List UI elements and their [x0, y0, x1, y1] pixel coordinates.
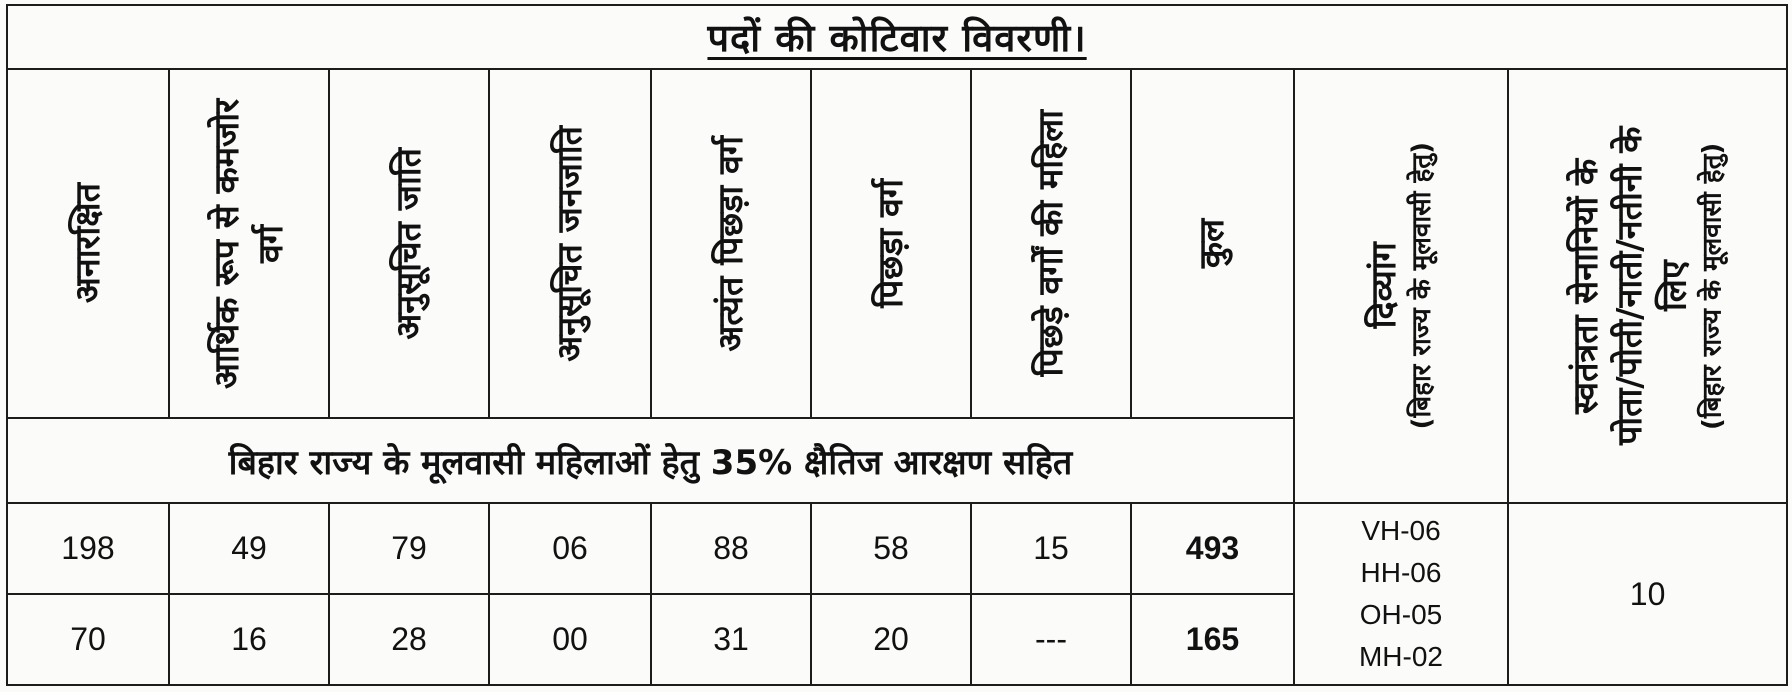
cell-bc: 20	[810, 593, 972, 686]
list-item: HH-06	[1360, 557, 1442, 588]
cell-freedom-fighter: 10	[1506, 502, 1789, 686]
cell-unreserved: 198	[6, 502, 170, 595]
header-label: दिव्यांग (बिहार राज्य के मूलवासी हेतु)	[1362, 142, 1440, 429]
header-label: पिछड़ा वर्ग	[870, 179, 911, 308]
horizontal-reservation-note-cell: बिहार राज्य के मूलवासी महिलाओं हेतु 35% …	[6, 417, 1295, 504]
table-title-cell: पदों की कोटिवार विवरणी।	[5, 4, 1789, 70]
cell-sc: 79	[328, 502, 490, 595]
table-row: 70 16 28 00 31 20 --- 165	[6, 593, 1787, 686]
header-divyang: दिव्यांग (बिहार राज्य के मूलवासी हेतु)	[1293, 68, 1509, 504]
divyang-list: VH-06 HH-06 OH-05 MH-02	[1296, 510, 1506, 678]
table-row: 198 49 79 06 88 58 15 493 VH-06 HH-06 OH…	[6, 502, 1789, 686]
header-bc: पिछड़ा वर्ग	[810, 68, 972, 419]
cell-bc: 58	[810, 502, 972, 595]
header-sc: अनुसूचित जाति	[328, 68, 490, 419]
cell-ews: 16	[168, 593, 330, 686]
header-label: कुल	[1192, 218, 1233, 269]
list-item: MH-02	[1358, 641, 1443, 672]
header-total: कुल	[1130, 68, 1295, 419]
header-ebc: अत्यंत पिछड़ा वर्ग	[650, 68, 812, 419]
header-st: अनुसूचित जनजाति	[488, 68, 652, 419]
header-label: स्वतंत्रता सेनानियों के पोता/पोती/नाती/न…	[1564, 121, 1730, 451]
header-unreserved: अनारक्षित	[6, 68, 170, 419]
cell-divyang: VH-06 HH-06 OH-05 MH-02	[1293, 502, 1509, 686]
cell-sc: 28	[328, 593, 490, 686]
cell-bc-women: 15	[970, 502, 1132, 595]
header-sub: (बिहार राज्य के मूलवासी हेतु)	[1697, 142, 1728, 430]
header-label: अत्यंत पिछड़ा वर्ग	[710, 135, 751, 352]
cell-st: 00	[488, 593, 652, 686]
header-label: अनारक्षित	[67, 183, 108, 304]
header-label: अनुसूचित जनजाति	[549, 125, 590, 362]
list-item: OH-05	[1359, 599, 1443, 630]
cell-ews: 49	[168, 502, 330, 595]
header-sub: (बिहार राज्य के मूलवासी हेतु)	[1407, 142, 1438, 430]
cell-total: 165	[1130, 593, 1295, 686]
header-main: स्वतंत्रता सेनानियों के पोता/पोती/नाती/न…	[1566, 126, 1695, 446]
header-bc-women: पिछड़े वर्गों की महिला	[970, 68, 1132, 419]
cell-total: 493	[1130, 502, 1295, 595]
cell-unreserved: 70	[6, 593, 170, 686]
header-label: आर्थिक रूप से कमजोर वर्ग	[206, 98, 291, 389]
header-label: अनुसूचित जाति	[388, 147, 429, 340]
cell-st: 06	[488, 502, 652, 595]
header-ews: आर्थिक रूप से कमजोर वर्ग	[168, 68, 330, 419]
list-item: VH-06	[1361, 515, 1441, 546]
category-wise-posts-table: पदों की कोटिवार विवरणी। अनारक्षित आर्थिक…	[5, 4, 1789, 686]
cell-bc-women: ---	[970, 593, 1132, 686]
table-title: पदों की कोटिवार विवरणी।	[707, 16, 1087, 60]
horizontal-reservation-note: बिहार राज्य के मूलवासी महिलाओं हेतु 35% …	[228, 442, 1073, 483]
header-freedom-fighter: स्वतंत्रता सेनानियों के पोता/पोती/नाती/न…	[1506, 68, 1789, 504]
cell-ebc: 88	[650, 502, 812, 595]
header-main: दिव्यांग	[1364, 242, 1404, 330]
cell-ebc: 31	[650, 593, 812, 686]
header-label: पिछड़े वर्गों की महिला	[1030, 110, 1071, 377]
